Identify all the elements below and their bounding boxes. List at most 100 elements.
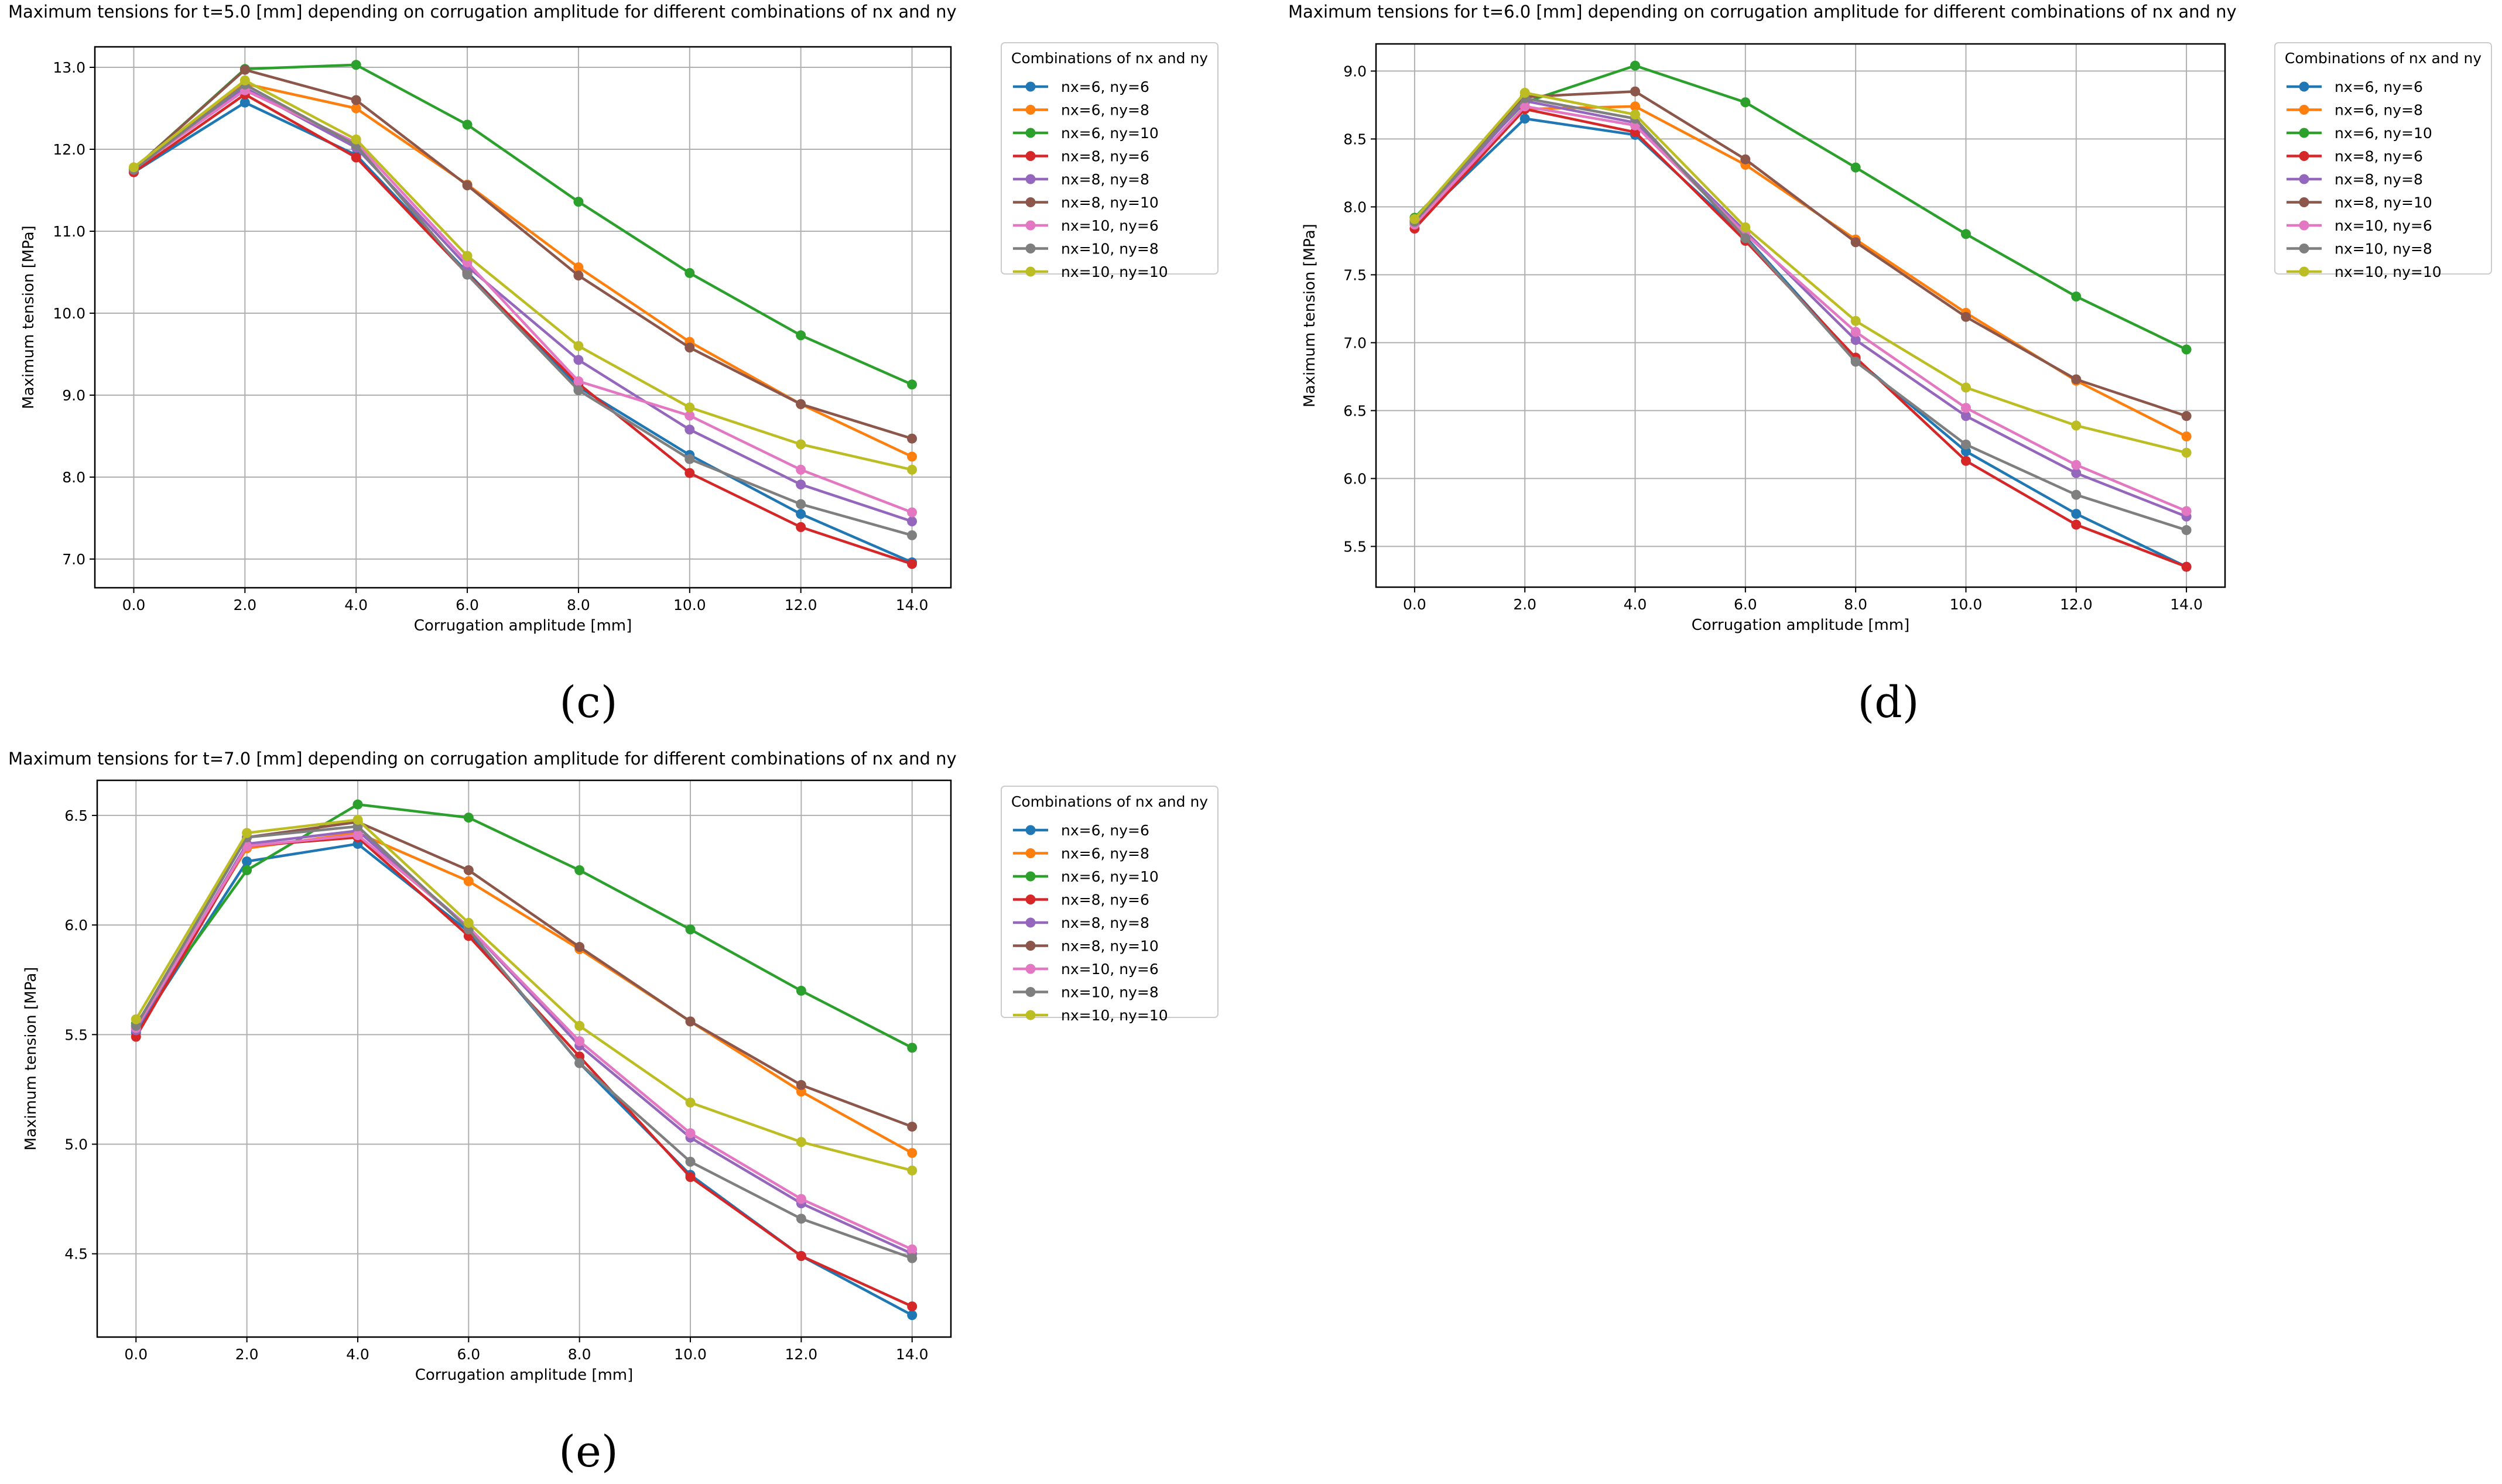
x-tick-label: 10.0: [1950, 596, 1983, 613]
y-tick-label: 8.0: [1343, 198, 1367, 215]
legend-entry-label: nx=6, ny=10: [1061, 868, 1159, 885]
legend-entry-label: nx=10, ny=8: [1061, 984, 1159, 1001]
data-point: [907, 464, 918, 475]
data-point: [907, 379, 918, 390]
x-tick-label: 8.0: [1844, 596, 1867, 613]
series-line-7: [135, 834, 913, 1251]
data-point: [796, 479, 806, 490]
data-point: [907, 1310, 918, 1321]
data-point: [573, 355, 584, 365]
x-tick-label: 2.0: [233, 597, 256, 614]
data-point: [128, 162, 139, 173]
y-tick-label: 6.0: [1343, 470, 1367, 487]
x-axis-label: Corrugation amplitude [mm]: [415, 1366, 634, 1384]
chart-panel-c: Maximum tensions for t=5.0 [mm] dependin…: [8, 2, 1219, 728]
data-point: [573, 385, 584, 396]
data-point: [351, 103, 361, 114]
series-line-9: [133, 79, 913, 471]
data-point: [131, 1014, 141, 1024]
data-point: [684, 402, 695, 413]
data-point: [351, 60, 361, 70]
legend: Combinations of nx and ny nx=6, ny=6 nx=6,…: [1001, 42, 1219, 280]
data-point: [2071, 468, 2082, 478]
chart-panel-e: Maximum tensions for t=7.0 [mm] dependin…: [8, 749, 1219, 1477]
plot-area-frame: [96, 779, 952, 1338]
legend-marker-swatch: [1025, 871, 1036, 882]
data-point: [1850, 357, 1861, 367]
data-point: [684, 410, 695, 421]
y-tick-label: 6.0: [64, 917, 88, 934]
data-point: [242, 865, 252, 876]
legend-marker-swatch: [2299, 81, 2309, 92]
legend-entry-label: nx=8, ny=6: [2335, 148, 2423, 165]
x-tick-label: 14.0: [896, 597, 929, 614]
data-point: [1740, 233, 1751, 244]
legend-entry-label: nx=8, ny=10: [2335, 194, 2432, 211]
legend-marker-swatch: [2299, 105, 2309, 115]
legend-marker-swatch: [1025, 220, 1036, 231]
data-point: [462, 180, 473, 191]
legend-entry-label: nx=8, ny=8: [1061, 171, 1149, 188]
data-point: [796, 509, 806, 519]
data-point: [2071, 519, 2082, 530]
data-point: [352, 799, 363, 810]
data-point: [1630, 86, 1641, 97]
data-point: [685, 1016, 696, 1027]
data-point: [462, 119, 473, 130]
data-point: [1519, 101, 1530, 112]
data-point: [1850, 237, 1861, 248]
series-line-4: [1413, 108, 2187, 568]
y-tick-label: 6.5: [1343, 402, 1367, 419]
legend-marker-swatch: [1025, 917, 1036, 928]
legend-marker-swatch: [1025, 848, 1036, 858]
data-point: [2181, 506, 2192, 516]
series-line-9: [135, 818, 913, 1172]
legend-entry-label: nx=8, ny=6: [1061, 892, 1149, 909]
y-tick-label: 7.0: [62, 551, 85, 568]
data-point: [2071, 374, 2082, 385]
legend-marker-swatch: [1025, 825, 1036, 835]
chart-panel-d: Maximum tensions for t=6.0 [mm] dependin…: [1288, 2, 2492, 728]
data-point: [352, 830, 363, 841]
data-point: [2071, 292, 2082, 302]
y-tick-label: 4.5: [64, 1246, 88, 1263]
x-tick-label: 14.0: [896, 1346, 929, 1363]
data-point: [1630, 101, 1641, 112]
data-point: [1409, 214, 1420, 224]
data-point: [573, 270, 584, 281]
y-tick-label: 10.0: [53, 305, 85, 322]
data-point: [463, 813, 474, 823]
data-point: [463, 876, 474, 886]
legend-title: Combinations of nx and ny: [1011, 50, 1208, 67]
x-axis-label: Corrugation amplitude [mm]: [1692, 616, 1910, 634]
data-point: [684, 454, 695, 464]
legend-marker-swatch: [1025, 174, 1036, 184]
series-line-4: [133, 92, 913, 566]
data-point: [907, 558, 918, 569]
data-point: [351, 134, 361, 145]
series-line-2: [135, 831, 913, 1154]
data-point: [1960, 455, 1971, 466]
data-point: [574, 865, 585, 876]
data-point: [907, 1253, 918, 1263]
x-tick-label: 0.0: [122, 597, 146, 614]
data-point: [573, 262, 584, 273]
legend-marker-swatch: [1025, 266, 1036, 277]
data-point: [907, 433, 918, 444]
panel-label: (c): [559, 677, 617, 728]
y-tick-label: 11.0: [53, 223, 85, 240]
legend-marker-swatch: [2299, 244, 2309, 253]
plot-area-frame: [94, 46, 952, 589]
legend-entry-label: nx=10, ny=6: [1061, 961, 1159, 978]
legend-marker-swatch: [1025, 81, 1036, 92]
legend-marker-swatch: [1025, 894, 1036, 904]
y-tick-label: 5.0: [64, 1136, 88, 1153]
data-point: [796, 1250, 806, 1261]
x-tick-label: 0.0: [1403, 596, 1426, 613]
y-tick-label: 6.5: [64, 807, 88, 824]
data-point: [796, 464, 806, 475]
data-point: [1850, 316, 1861, 326]
legend-entry-label: nx=10, ny=10: [2335, 263, 2442, 280]
legend-entry-label: nx=6, ny=8: [1061, 102, 1149, 119]
